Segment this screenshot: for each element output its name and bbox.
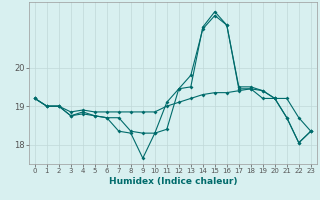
X-axis label: Humidex (Indice chaleur): Humidex (Indice chaleur) — [108, 177, 237, 186]
